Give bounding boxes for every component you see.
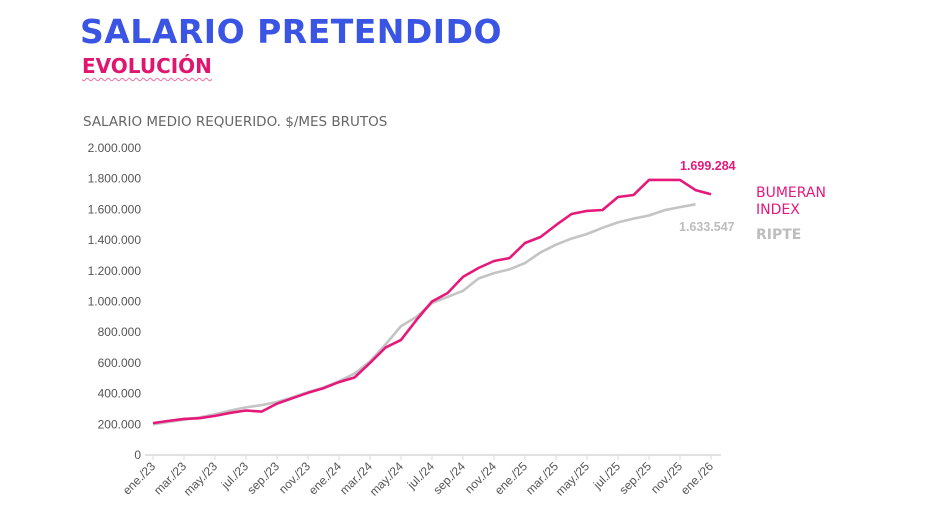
y-tick-label: 0 <box>134 448 141 462</box>
bumeran-end-value-label: 1.699.284 <box>680 159 736 173</box>
x-tick-label: ene./26 <box>678 459 716 497</box>
x-tick-label: may./23 <box>181 459 221 499</box>
x-tick-label: sep./23 <box>244 459 282 497</box>
y-tick-label: 2.000.000 <box>88 141 142 155</box>
x-tick-label: ene./23 <box>120 459 158 497</box>
y-tick-label: 400.000 <box>98 387 142 401</box>
x-tick-label: may./24 <box>367 459 407 499</box>
y-tick-label: 600.000 <box>98 356 142 370</box>
ripte-end-value-label: 1.633.547 <box>679 220 735 234</box>
x-tick-label: sep./24 <box>430 459 468 497</box>
page-subtitle: EVOLUCIÓN <box>82 54 212 78</box>
y-tick-label: 800.000 <box>98 325 142 339</box>
y-tick-label: 1.400.000 <box>88 233 142 247</box>
y-tick-label: 1.000.000 <box>88 295 142 309</box>
x-tick-label: ene./25 <box>492 459 530 497</box>
legend-bumeran-index: INDEX <box>756 202 800 218</box>
legend-bumeran-index: BUMERAN <box>756 185 826 201</box>
series-line-ripte <box>152 203 696 426</box>
x-tick-label: sep./25 <box>616 459 654 497</box>
y-tick-label: 1.600.000 <box>88 202 142 216</box>
y-tick-label: 200.000 <box>98 417 142 431</box>
y-tick-label: 1.800.000 <box>88 172 142 186</box>
y-axis-label: SALARIO MEDIO REQUERIDO. $/MES BRUTOS <box>83 114 388 130</box>
x-tick-label: may./25 <box>553 459 593 499</box>
page-title: SALARIO PRETENDIDO <box>80 12 503 51</box>
series-line-bumeran-index <box>152 178 712 425</box>
x-tick-label: ene./24 <box>306 459 344 497</box>
y-tick-label: 1.200.000 <box>88 264 142 278</box>
legend-ripte: RIPTE <box>756 227 801 243</box>
